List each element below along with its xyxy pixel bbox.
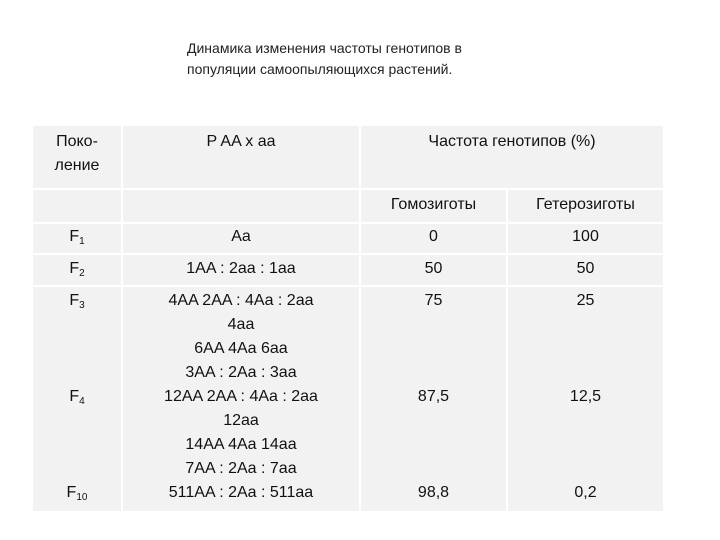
hetero-f10: 0,2 [574,484,597,501]
cross-f1: Aa [231,228,251,245]
header-frequency: Частота генотипов (%) [428,133,596,150]
row-separator [33,253,663,255]
cross-f2: 1AA : 2aa : 1aa [186,260,296,277]
generation-f2: F2 [69,260,85,279]
header-generation: Поко- ление [54,133,100,174]
hetero-f4: 12,5 [569,388,602,405]
header-cross: P AA x aa [206,133,276,150]
generation-f3: F3 [69,292,85,311]
hetero-f3: 25 [576,292,595,309]
hetero-f2: 50 [576,260,595,277]
generation-f4: F4 [69,388,85,407]
column-separator [121,126,123,511]
title-line-2: популяции самоопыляющихся растений. [187,61,453,77]
slide-title: Динамика изменения частоты генотипов в п… [187,38,607,80]
hetero-f1: 100 [572,228,599,245]
cross-f3-block: 4AA 2AA : 4Aa : 2aa 4aa 6AA 4Aa 6aa 3AA … [164,292,318,501]
row-separator [33,285,663,287]
homo-f1: 0 [429,228,438,245]
homo-f2: 50 [424,260,443,277]
homo-f10: 98,8 [417,484,450,501]
generation-f1: F1 [69,228,85,247]
genotype-frequency-table: Поко- ление P AA x aa Частота генотипов … [33,126,663,511]
homo-f3: 75 [424,292,443,309]
header-homozygotes: Гомозиготы [390,196,477,213]
column-separator [359,126,361,511]
column-separator [506,190,508,511]
header-heterozygotes: Гетерозиготы [536,196,635,213]
generation-f10: F10 [66,484,88,503]
row-separator [33,188,663,190]
homo-f4: 87,5 [417,388,450,405]
row-separator [33,222,663,224]
title-line-1: Динамика изменения частоты генотипов в [187,40,462,56]
